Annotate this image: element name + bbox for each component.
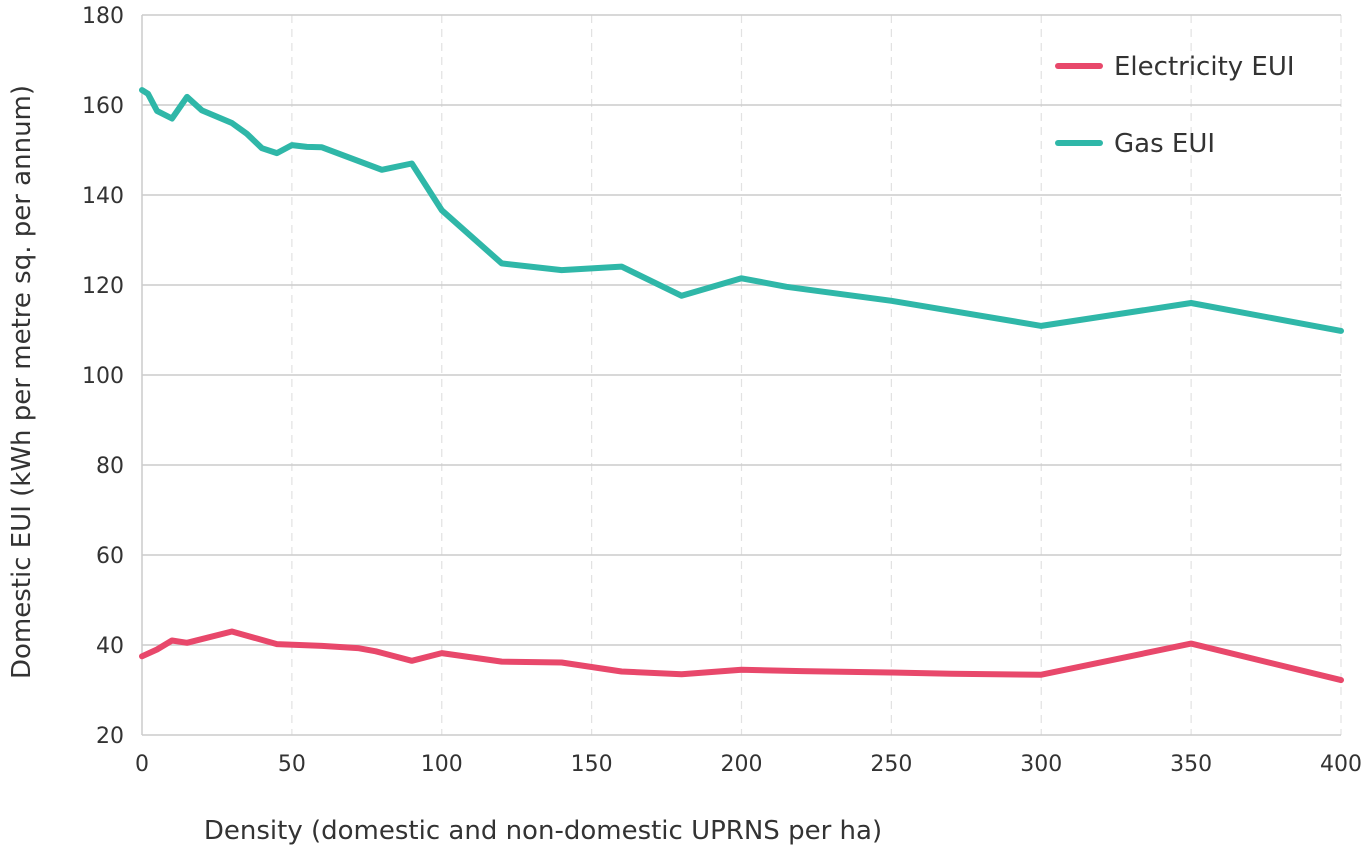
x-tick-label: 350 (1170, 752, 1212, 777)
x-tick-label: 400 (1320, 752, 1362, 777)
y-tick-label: 160 (82, 94, 124, 119)
y-tick-label: 40 (96, 634, 124, 659)
y-tick-label: 80 (96, 454, 124, 479)
series-line-electricity (139, 628, 1344, 684)
x-tick-label: 200 (721, 752, 763, 777)
x-tick-label: 250 (870, 752, 912, 777)
y-tick-label: 20 (96, 724, 124, 749)
y-axis-ticks: 20 40 60 80 100 120 140 160 180 (82, 4, 124, 749)
y-tick-label: 100 (82, 364, 124, 389)
legend-label-electricity: Electricity EUI (1114, 52, 1295, 82)
x-axis-title: Density (domestic and non-domestic UPRNS… (204, 816, 882, 846)
y-axis-title: Domestic EUI (kWh per metre sq. per annu… (7, 85, 37, 679)
y-tick-label: 140 (82, 184, 124, 209)
legend-label-gas: Gas EUI (1114, 129, 1215, 159)
x-tick-label: 300 (1020, 752, 1062, 777)
x-tick-label: 0 (135, 752, 149, 777)
grid (141, 14, 1342, 736)
legend: Electricity EUI Gas EUI (1055, 52, 1295, 159)
y-tick-label: 60 (96, 544, 124, 569)
series-lines (139, 87, 1344, 684)
x-axis-ticks: 0 50 100 150 200 250 300 350 400 (135, 752, 1362, 777)
x-tick-label: 50 (278, 752, 306, 777)
y-tick-label: 180 (82, 4, 124, 29)
series-line-gas (139, 87, 1344, 334)
y-tick-label: 120 (82, 274, 124, 299)
x-tick-label: 150 (571, 752, 613, 777)
x-tick-label: 100 (421, 752, 463, 777)
